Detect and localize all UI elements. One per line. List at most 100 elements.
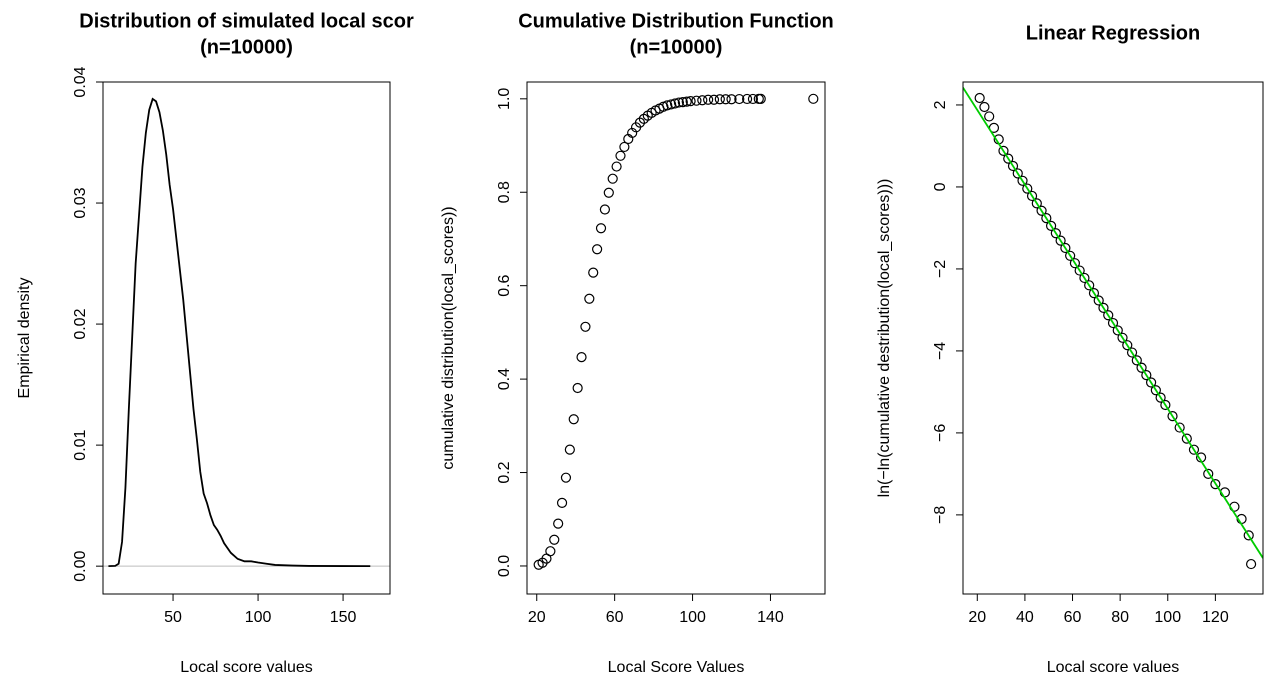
y-tick-label: 0.00 xyxy=(72,550,89,581)
point xyxy=(685,96,696,107)
point xyxy=(1050,228,1061,239)
point xyxy=(703,94,714,105)
point xyxy=(681,96,692,107)
point xyxy=(595,223,607,234)
x-axis-label: Local score values xyxy=(180,659,313,676)
point xyxy=(553,518,564,529)
chart-title: (n=10000) xyxy=(200,36,293,58)
x-tick-label: 100 xyxy=(1154,609,1181,626)
chart-title: Linear Regression xyxy=(1026,22,1201,44)
point xyxy=(1007,160,1019,172)
point xyxy=(1031,198,1042,209)
point xyxy=(1026,190,1038,202)
chart-title: Distribution of simulated local scor xyxy=(79,10,414,32)
point xyxy=(714,94,725,105)
y-tick-label: −6 xyxy=(932,424,949,442)
x-tick-label: 60 xyxy=(606,609,624,626)
point xyxy=(1174,422,1185,433)
plot-box xyxy=(526,81,826,595)
x-tick-label: 150 xyxy=(330,609,357,626)
point xyxy=(599,204,611,215)
point xyxy=(755,93,766,104)
x-tick-label: 40 xyxy=(1016,609,1034,626)
x-tick-label: 100 xyxy=(245,609,272,626)
point xyxy=(1103,310,1114,321)
point xyxy=(607,173,618,184)
y-tick-label: 0.03 xyxy=(72,187,89,218)
point xyxy=(720,94,731,105)
y-tick-label: 0.6 xyxy=(496,274,513,296)
x-tick-label: 80 xyxy=(1111,609,1129,626)
point xyxy=(1084,280,1095,291)
y-tick-label: −8 xyxy=(932,506,949,524)
point xyxy=(1112,325,1123,336)
point xyxy=(998,145,1009,156)
y-tick-label: 0.02 xyxy=(72,308,89,339)
x-tick-label: 60 xyxy=(1064,609,1082,626)
y-tick-label: 0.8 xyxy=(496,181,513,203)
x-axis-label: Local Score Values xyxy=(608,659,745,676)
point xyxy=(572,382,583,394)
point xyxy=(1003,153,1014,164)
x-tick-label: 100 xyxy=(679,609,706,626)
y-tick-label: −4 xyxy=(932,342,949,360)
point xyxy=(747,93,759,105)
point xyxy=(734,93,745,105)
point xyxy=(673,97,685,108)
point xyxy=(1131,355,1142,366)
point xyxy=(669,98,681,109)
x-tick-label: 20 xyxy=(968,609,986,626)
point xyxy=(1122,340,1133,351)
point xyxy=(1079,272,1090,284)
point xyxy=(1107,317,1119,329)
point xyxy=(1243,530,1254,541)
point xyxy=(1088,288,1100,299)
point xyxy=(603,187,614,198)
chart-title: Cumulative Distribution Function xyxy=(518,10,834,32)
point xyxy=(1055,235,1066,246)
point xyxy=(1203,468,1214,479)
point xyxy=(1041,212,1052,224)
point xyxy=(726,94,737,105)
y-tick-label: 0.2 xyxy=(496,461,513,483)
density-line xyxy=(108,97,371,568)
point xyxy=(741,93,753,105)
point xyxy=(545,546,556,557)
y-axis-label: cumulative distribution(local_scores)) xyxy=(440,206,457,469)
point xyxy=(1181,433,1192,444)
y-tick-label: 1.0 xyxy=(496,88,513,110)
point xyxy=(576,352,587,363)
point xyxy=(666,99,677,110)
point xyxy=(1245,558,1257,570)
point xyxy=(662,100,673,111)
point xyxy=(1069,258,1081,269)
plot-area xyxy=(533,93,819,570)
point xyxy=(1036,205,1047,216)
y-tick-label: 0 xyxy=(932,182,949,191)
plot-box xyxy=(962,81,1264,595)
point xyxy=(1022,183,1033,194)
point xyxy=(1167,410,1178,422)
point xyxy=(1060,242,1071,254)
point xyxy=(1188,444,1200,455)
point xyxy=(1117,332,1128,343)
point xyxy=(1150,385,1161,396)
y-axis-label: Empirical density xyxy=(16,278,33,399)
point xyxy=(568,414,579,425)
y-tick-label: −2 xyxy=(932,260,949,278)
point xyxy=(1210,479,1221,490)
plot-area xyxy=(108,97,371,568)
y-tick-label: 0.0 xyxy=(496,555,513,577)
point xyxy=(584,293,595,304)
y-tick-label: 0.4 xyxy=(496,368,513,390)
y-tick-label: 0.01 xyxy=(72,429,89,460)
point xyxy=(1074,265,1085,276)
plot-area xyxy=(963,87,1263,570)
point xyxy=(708,94,720,105)
plot-box xyxy=(102,81,391,595)
point xyxy=(580,321,591,332)
point xyxy=(1126,347,1138,358)
point xyxy=(564,444,575,455)
